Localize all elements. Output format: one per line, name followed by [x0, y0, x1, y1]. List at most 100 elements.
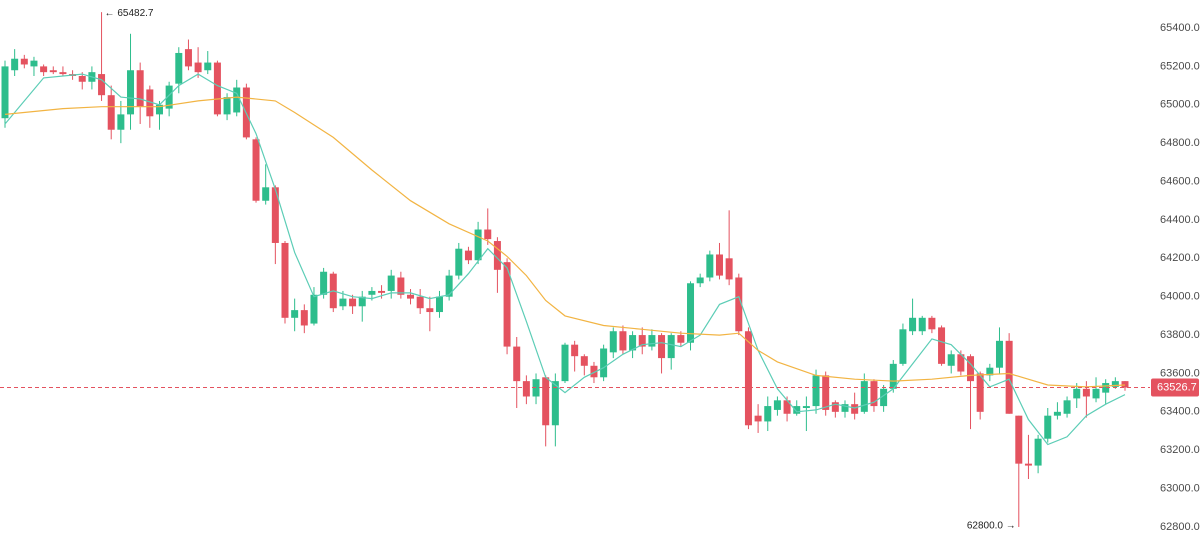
candle-body	[339, 298, 347, 307]
candle-body	[281, 242, 289, 318]
candle-body	[107, 95, 115, 130]
y-tick-label: 64000.0	[1160, 291, 1200, 303]
candle-body	[204, 62, 212, 71]
candle-body	[812, 375, 820, 407]
y-tick-label: 63000.0	[1160, 483, 1200, 495]
candle-body	[899, 329, 907, 364]
candle-body	[1102, 383, 1110, 393]
candle-body	[986, 367, 994, 376]
y-tick-label: 65200.0	[1160, 60, 1200, 72]
candle-body	[889, 363, 897, 389]
candle-body	[648, 335, 656, 347]
candle-body	[522, 381, 530, 397]
candle-body	[580, 356, 588, 366]
candle-body	[667, 335, 675, 359]
candle-body	[146, 89, 154, 117]
candle-body	[571, 344, 579, 357]
candle-body	[78, 75, 86, 82]
candle-body	[609, 331, 617, 353]
candle-body	[725, 258, 733, 280]
candle-body	[271, 187, 279, 243]
candle-body	[629, 335, 637, 351]
candle-body	[358, 296, 366, 307]
candle-body	[165, 85, 173, 109]
high-annotation: ← 65482.7	[105, 8, 154, 19]
candle-body	[658, 335, 666, 359]
y-tick-label: 64800.0	[1160, 137, 1200, 149]
candle-body	[822, 375, 830, 410]
candle-body	[831, 402, 839, 412]
candle-body	[1063, 400, 1071, 414]
candle-body	[320, 271, 328, 295]
candle-body	[754, 415, 762, 422]
candle-body	[387, 275, 395, 291]
candle-body	[1034, 438, 1042, 466]
price-label-box	[1151, 378, 1199, 397]
candle-body	[378, 290, 386, 293]
candle-body	[175, 52, 183, 84]
candle-body	[1082, 388, 1090, 397]
candle-body	[841, 404, 849, 412]
candle-body	[184, 49, 192, 67]
candle-body	[773, 400, 781, 410]
candle-body	[300, 310, 308, 326]
candle-body	[484, 229, 492, 240]
candle-body	[909, 317, 917, 332]
y-tick-label: 63600.0	[1160, 367, 1200, 379]
candle-body	[474, 229, 482, 261]
candle-body	[397, 277, 405, 295]
candle-body	[40, 66, 48, 73]
candle-body	[561, 344, 569, 382]
candle-body	[687, 283, 695, 343]
candle-body	[783, 400, 791, 414]
candle-body	[368, 290, 376, 295]
low-annotation: 62800.0 →	[967, 521, 1016, 532]
candle-body	[416, 296, 424, 309]
candle-body	[870, 381, 878, 407]
y-tick-label: 65400.0	[1160, 22, 1200, 34]
candle-body	[590, 365, 598, 378]
candle-body	[1053, 411, 1061, 416]
y-tick-label: 63800.0	[1160, 329, 1200, 341]
candle-body	[30, 60, 38, 67]
candle-body	[291, 310, 299, 318]
candle-body	[967, 356, 975, 382]
candle-body	[1, 66, 9, 119]
candle-body	[136, 70, 144, 107]
y-tick-label: 64200.0	[1160, 252, 1200, 264]
candle-body	[155, 104, 163, 115]
candle-body	[1044, 415, 1052, 439]
candle-body	[793, 406, 801, 414]
candle-body	[802, 406, 810, 408]
candle-body	[764, 406, 772, 422]
y-tick-label: 64400.0	[1160, 214, 1200, 226]
candle-body	[735, 277, 743, 332]
candle-body	[407, 294, 415, 299]
candle-body	[918, 317, 926, 332]
candle-body	[677, 335, 685, 343]
y-tick-label: 62800.0	[1160, 521, 1200, 533]
candle-body	[860, 381, 868, 412]
candle-body	[715, 254, 723, 276]
candle-body	[223, 97, 231, 115]
y-tick-label: 63400.0	[1160, 406, 1200, 418]
y-tick-label: 65000.0	[1160, 99, 1200, 111]
moving-average-line	[4, 73, 1126, 446]
candle-body	[1073, 388, 1081, 399]
candle-body	[464, 250, 472, 261]
candle-body	[1015, 415, 1023, 464]
candle-body	[127, 70, 135, 115]
candle-body	[117, 114, 125, 130]
candle-body	[349, 298, 357, 307]
y-tick-label: 63200.0	[1160, 444, 1200, 456]
candle-body	[20, 58, 28, 65]
candle-body	[310, 294, 318, 324]
candle-body	[551, 381, 559, 426]
candle-body	[851, 404, 859, 414]
candle-body	[435, 296, 443, 313]
candle-body	[503, 262, 511, 347]
candle-body	[262, 187, 270, 201]
candle-body	[928, 317, 936, 330]
